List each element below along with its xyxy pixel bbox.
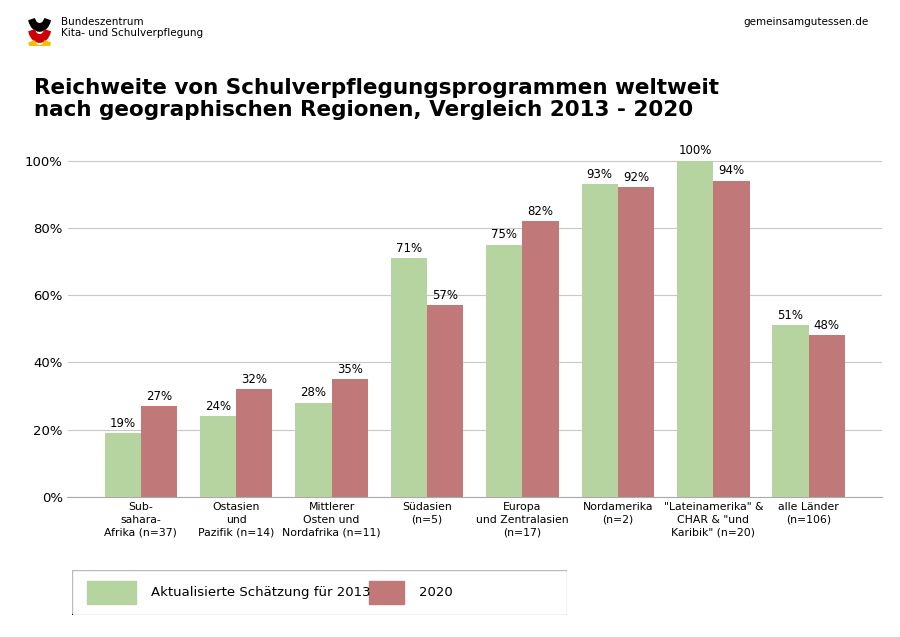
FancyBboxPatch shape: [72, 570, 567, 615]
Text: 28%: 28%: [301, 386, 327, 399]
Text: 35%: 35%: [337, 362, 363, 376]
Text: 71%: 71%: [396, 241, 422, 255]
Text: 92%: 92%: [623, 171, 649, 184]
Wedge shape: [29, 18, 50, 31]
Bar: [677, 161, 714, 497]
Bar: [369, 581, 403, 604]
Bar: [236, 389, 273, 497]
Text: Bundeszentrum: Bundeszentrum: [61, 17, 144, 27]
Bar: [140, 406, 177, 497]
Text: 51%: 51%: [778, 309, 804, 322]
Bar: [581, 184, 618, 497]
Text: 27%: 27%: [146, 390, 172, 403]
Text: Reichweite von Schulverpflegungsprogrammen weltweit: Reichweite von Schulverpflegungsprogramm…: [34, 78, 719, 97]
Text: 93%: 93%: [587, 168, 613, 181]
Text: 100%: 100%: [679, 144, 712, 157]
Text: nach geographischen Regionen, Vergleich 2013 - 2020: nach geographischen Regionen, Vergleich …: [34, 100, 693, 120]
Wedge shape: [29, 41, 50, 54]
Bar: [714, 181, 750, 497]
Text: 2020: 2020: [418, 586, 452, 599]
Text: gemeinsamgutessen.de: gemeinsamgutessen.de: [743, 17, 868, 27]
Text: Aktualisierte Schätzung für 2013: Aktualisierte Schätzung für 2013: [151, 586, 371, 599]
Bar: [486, 245, 523, 497]
Bar: [391, 258, 427, 497]
Wedge shape: [29, 30, 50, 42]
Bar: [618, 187, 654, 497]
Bar: [523, 221, 559, 497]
Text: 82%: 82%: [527, 204, 554, 218]
Text: 19%: 19%: [110, 417, 136, 429]
Bar: [772, 326, 809, 497]
Bar: [809, 336, 845, 497]
Bar: [295, 403, 331, 497]
Bar: [331, 379, 368, 497]
Text: 75%: 75%: [491, 228, 518, 241]
Text: 24%: 24%: [205, 400, 231, 413]
Bar: [427, 305, 464, 497]
Text: Kita- und Schulverpflegung: Kita- und Schulverpflegung: [61, 28, 203, 38]
Text: 32%: 32%: [241, 373, 267, 386]
Text: 94%: 94%: [718, 164, 744, 177]
Bar: [200, 416, 236, 497]
Bar: [104, 433, 140, 497]
Text: 48%: 48%: [814, 319, 840, 332]
Text: 57%: 57%: [432, 289, 458, 302]
Bar: [86, 581, 137, 604]
